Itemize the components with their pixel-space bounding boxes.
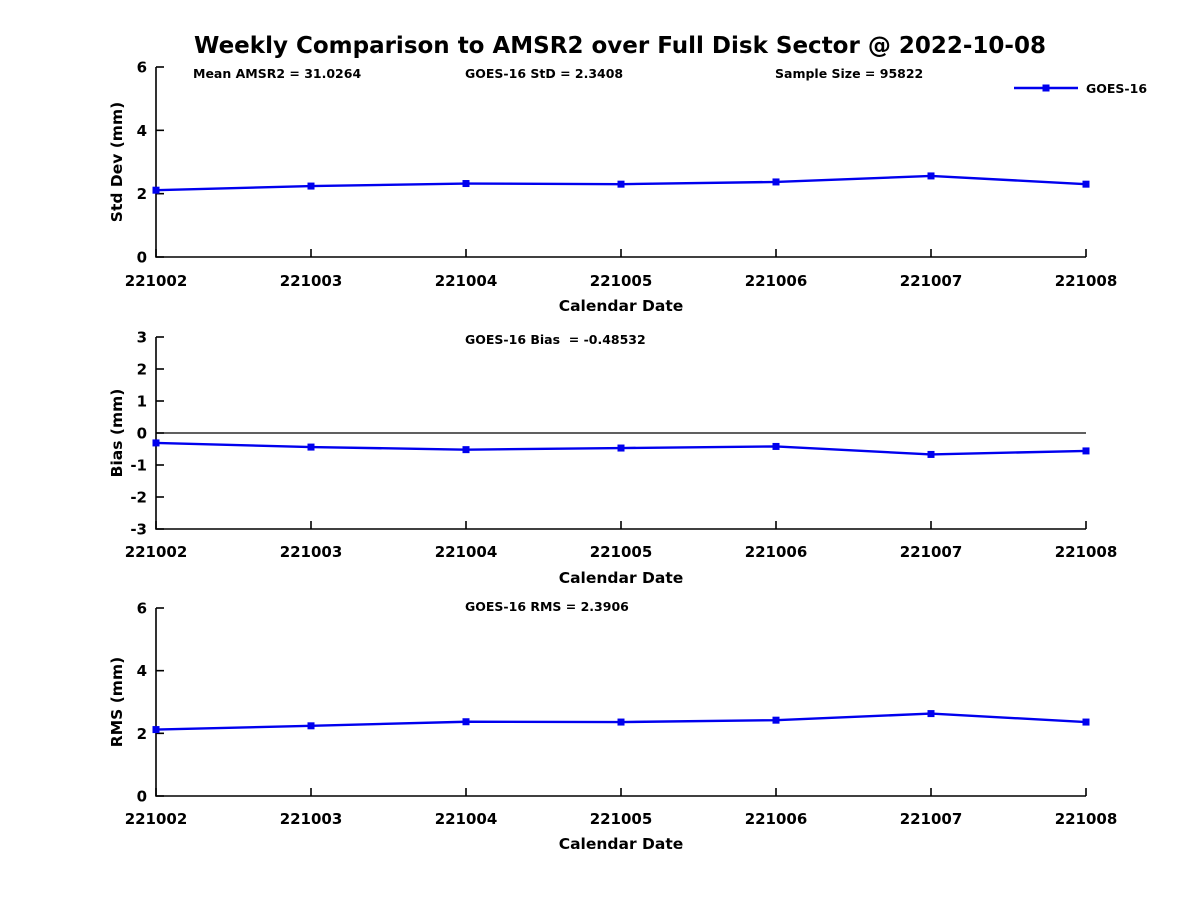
y-tick-label: 4 [137, 662, 147, 680]
stddev-subplot: Mean AMSR2 = 31.0264 GOES-16 StD = 2.340… [108, 59, 1117, 316]
x-tick-label: 221006 [745, 272, 808, 290]
data-point-marker [307, 722, 315, 730]
y-tick-label: -1 [130, 457, 147, 475]
data-point-marker [1082, 447, 1090, 455]
goes16-bias-annotation: GOES-16 Bias = -0.48532 [465, 332, 646, 347]
axis-lines [155, 67, 1086, 258]
data-point-marker [617, 444, 625, 452]
data-point-marker [772, 442, 780, 450]
data-point-marker [307, 443, 315, 451]
data-point-marker [462, 446, 470, 454]
stddev-y-axis-label: Std Dev (mm) [108, 102, 126, 222]
x-tick-label: 221003 [280, 810, 343, 828]
mean-amsr2-annotation: Mean AMSR2 = 31.0264 [193, 66, 361, 81]
bias-subplot: GOES-16 Bias = -0.48532 Bias (mm) Calend… [108, 329, 1117, 588]
y-tick-label: 6 [137, 600, 147, 618]
x-tick-label: 221003 [280, 272, 343, 290]
x-tick-label: 221007 [900, 810, 963, 828]
data-point-marker [927, 172, 935, 180]
legend-series-label: GOES-16 [1086, 81, 1147, 96]
y-tick-label: 0 [137, 249, 147, 267]
rms-subplot: GOES-16 RMS = 2.3906 RMS (mm) Calendar D… [108, 599, 1117, 853]
data-point-marker [927, 450, 935, 458]
goes16-std-annotation: GOES-16 StD = 2.3408 [465, 66, 623, 81]
y-tick-label: 1 [137, 393, 147, 411]
y-tick-label: -2 [130, 489, 147, 507]
x-tick-label: 221007 [900, 543, 963, 561]
data-point-marker [772, 178, 780, 186]
y-tick-label: 3 [137, 329, 147, 347]
data-point-marker [307, 182, 315, 190]
data-point-marker [462, 718, 470, 726]
data-point-marker [1082, 180, 1090, 188]
legend-marker-icon [1042, 84, 1050, 92]
x-tick-label: 221006 [745, 543, 808, 561]
data-point-marker [152, 186, 160, 194]
sample-size-annotation: Sample Size = 95822 [775, 66, 923, 81]
stddev-x-axis-label: Calendar Date [559, 297, 684, 315]
x-tick-label: 221002 [125, 543, 188, 561]
legend: GOES-16 [1014, 81, 1147, 96]
x-tick-label: 221008 [1055, 272, 1118, 290]
x-tick-label: 221002 [125, 272, 188, 290]
y-tick-label: 2 [137, 361, 147, 379]
y-tick-label: 6 [137, 59, 147, 77]
x-tick-label: 221002 [125, 810, 188, 828]
figure-title: Weekly Comparison to AMSR2 over Full Dis… [194, 33, 1046, 59]
rms-x-axis-label: Calendar Date [559, 835, 684, 853]
x-tick-label: 221008 [1055, 543, 1118, 561]
y-tick-label: -3 [130, 521, 147, 539]
bias-x-axis-label: Calendar Date [559, 569, 684, 587]
x-tick-label: 221007 [900, 272, 963, 290]
axis-lines [155, 608, 1086, 797]
bias-plot-area: -3 -2 -1 0 1 2 3 221002 221003 221004 221005 221006… [125, 329, 1118, 562]
y-tick-label: 0 [137, 425, 147, 443]
data-point-marker [617, 718, 625, 726]
x-tick-label: 221005 [590, 543, 653, 561]
y-tick-label: 2 [137, 725, 147, 743]
x-tick-label: 221008 [1055, 810, 1118, 828]
goes16-rms-annotation: GOES-16 RMS = 2.3906 [465, 599, 629, 614]
rms-plot-area: 0 2 4 6 221002 221003 221004 221005 221006 221007… [125, 600, 1118, 829]
data-point-marker [1082, 718, 1090, 726]
data-point-marker [462, 180, 470, 188]
data-point-marker [772, 716, 780, 724]
axis-lines [155, 337, 1086, 530]
data-point-marker [927, 710, 935, 718]
x-tick-label: 221004 [435, 272, 498, 290]
data-point-marker [152, 726, 160, 734]
y-tick-label: 2 [137, 185, 147, 203]
data-point-marker [617, 180, 625, 188]
y-tick-label: 4 [137, 122, 147, 140]
x-tick-label: 221005 [590, 272, 653, 290]
bias-y-axis-label: Bias (mm) [108, 389, 126, 478]
x-tick-label: 221006 [745, 810, 808, 828]
x-tick-label: 221004 [435, 810, 498, 828]
stddev-plot-area: 0 2 4 6 221002 221003 221004 221005 221006 221007… [125, 59, 1118, 291]
data-point-marker [152, 439, 160, 447]
x-tick-label: 221004 [435, 543, 498, 561]
rms-y-axis-label: RMS (mm) [108, 657, 126, 747]
x-tick-label: 221003 [280, 543, 343, 561]
x-tick-label: 221005 [590, 810, 653, 828]
y-tick-label: 0 [137, 788, 147, 806]
